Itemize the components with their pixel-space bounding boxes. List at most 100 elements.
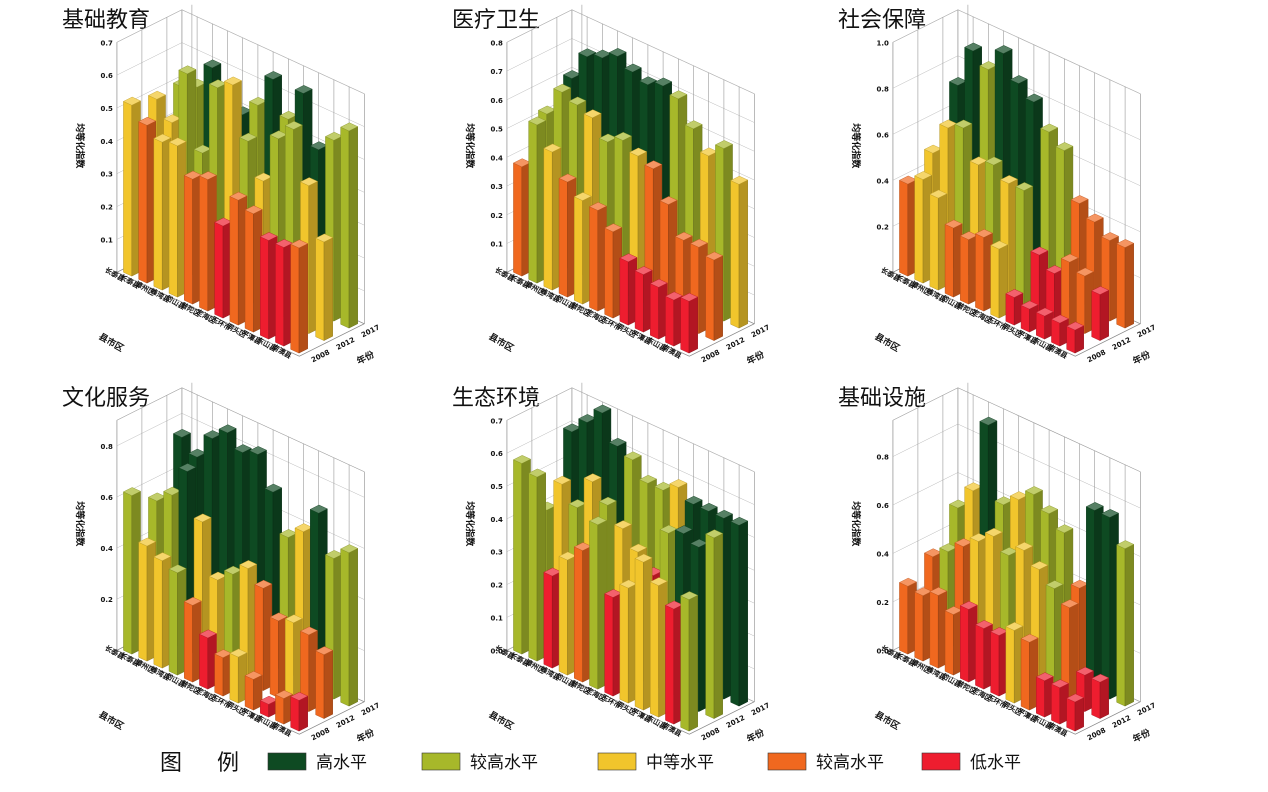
- bar-front-face: [975, 624, 985, 690]
- bar-top-face: [198, 171, 218, 180]
- bar-front-face: [260, 236, 269, 340]
- bar: [974, 620, 994, 690]
- y-tick-label: 2012: [335, 714, 356, 730]
- bar-side-face: [323, 237, 333, 341]
- bar: [604, 223, 623, 319]
- bar-top-face: [684, 120, 703, 130]
- bar: [914, 587, 933, 662]
- bar-front-face: [153, 138, 163, 291]
- bar: [680, 591, 699, 732]
- bar-front-face: [1020, 638, 1030, 711]
- panel-title: 医疗卫生: [452, 8, 540, 33]
- bar-top-face: [1050, 314, 1070, 324]
- bar: [543, 143, 562, 291]
- bar-front-face: [138, 541, 148, 662]
- y-tick-label: 2008: [310, 348, 331, 364]
- bar-front-face: [1036, 676, 1045, 718]
- z-tick-label: 0.5: [490, 126, 503, 134]
- bar: [183, 596, 202, 683]
- bar: [512, 158, 532, 277]
- bar: [1050, 314, 1070, 347]
- bar: [974, 229, 994, 312]
- bar: [290, 691, 309, 732]
- bar-top-face: [1060, 599, 1079, 608]
- y-tick-label: 2017: [360, 323, 381, 339]
- bar-top-face: [264, 71, 283, 80]
- z-axis-label: 均等化指数: [464, 501, 476, 547]
- bar-top-face: [254, 579, 273, 589]
- bar: [929, 587, 948, 669]
- y-tick-label: 2012: [725, 714, 746, 730]
- bar-front-face: [960, 235, 969, 305]
- bar-top-face: [929, 189, 948, 199]
- bar-top-face: [914, 171, 933, 180]
- bar: [730, 175, 749, 329]
- bar-top-face: [634, 266, 653, 275]
- bar-top-face: [558, 173, 577, 183]
- bar-top-face: [654, 77, 673, 87]
- bar: [340, 122, 359, 329]
- bar: [274, 239, 294, 347]
- bar-top-face: [315, 233, 334, 243]
- bar-top-face: [568, 96, 587, 106]
- bar-top-face: [1100, 232, 1120, 241]
- bar-top-face: [299, 626, 319, 636]
- bar-top-face: [669, 90, 688, 100]
- bar-side-face: [738, 520, 748, 707]
- bar-top-face: [1085, 502, 1104, 511]
- bar-top-face: [954, 119, 973, 129]
- bar: [634, 266, 653, 333]
- bar-top-face: [239, 560, 258, 569]
- bar-front-face: [619, 257, 629, 326]
- y-tick-label: 2017: [750, 323, 771, 339]
- bar-front-face: [315, 650, 325, 719]
- bar-top-face: [1055, 142, 1074, 151]
- bar-top-face: [974, 229, 994, 238]
- bar: [649, 577, 668, 718]
- bar: [168, 137, 187, 298]
- bar-top-face: [674, 231, 693, 241]
- bar-top-face: [193, 513, 212, 523]
- z-tick-label: 0.6: [100, 72, 113, 80]
- y-axis-label: 年份: [745, 726, 767, 745]
- x-axis-label: 县市区: [487, 708, 516, 732]
- bar-front-face: [574, 546, 583, 683]
- bar: [990, 240, 1009, 319]
- bar-front-face: [899, 582, 909, 655]
- bar-side-face: [1099, 677, 1109, 719]
- bar-top-face: [1091, 286, 1110, 295]
- z-tick-label: 0.8: [876, 454, 889, 462]
- z-tick-label: 0.2: [490, 582, 503, 590]
- legend-label: 低水平: [970, 753, 1021, 773]
- bar-top-face: [613, 132, 633, 141]
- y-axis-label: 年份: [1131, 726, 1153, 745]
- bar-front-face: [168, 568, 178, 676]
- bar: [1020, 633, 1039, 711]
- z-tick-label: 0.1: [490, 241, 503, 249]
- bar-top-face: [1030, 561, 1049, 570]
- bar-top-face: [730, 516, 749, 526]
- chart-panel: 基础设施0.00.20.40.60.8均等化指数长泰县长泰县漳州区峰湾县岱山县普…: [838, 382, 1157, 745]
- bar-side-face: [1124, 242, 1134, 329]
- bar-front-face: [1091, 290, 1101, 341]
- bar-top-face: [1075, 666, 1095, 676]
- bar-top-face: [122, 487, 142, 496]
- bar-top-face: [588, 202, 608, 211]
- bars: [512, 404, 749, 732]
- bar-front-face: [944, 223, 954, 298]
- bar-front-face: [1086, 506, 1095, 693]
- bar: [1116, 540, 1135, 707]
- bar-top-face: [990, 240, 1009, 250]
- bar-front-face: [1036, 311, 1045, 340]
- bar: [290, 239, 309, 354]
- bar: [944, 606, 963, 676]
- z-tick-label: 1.0: [876, 39, 889, 47]
- bar-top-face: [1040, 505, 1059, 514]
- z-tick-label: 0.8: [490, 39, 503, 47]
- bar: [138, 116, 157, 284]
- bar-side-face: [1074, 325, 1084, 354]
- bar: [198, 171, 218, 312]
- bar: [233, 444, 252, 658]
- bar-side-face: [348, 548, 358, 707]
- x-axis-label: 县市区: [873, 330, 902, 354]
